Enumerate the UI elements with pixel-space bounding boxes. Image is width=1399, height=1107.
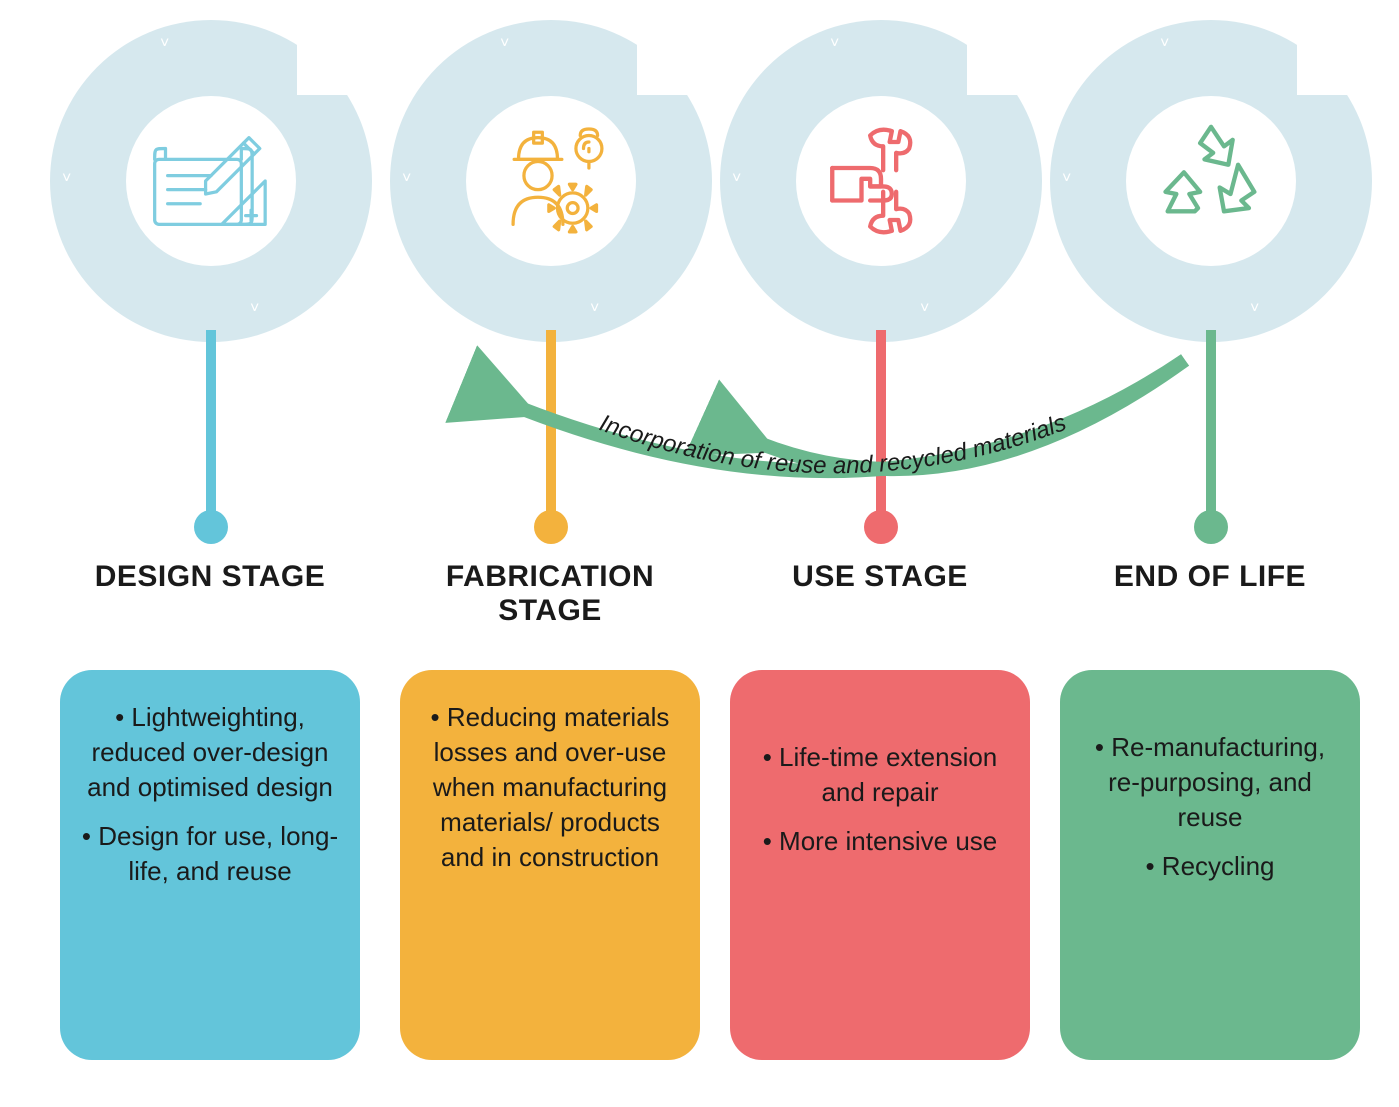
swirl-notch [637, 15, 717, 95]
icon-circle-design [126, 96, 296, 266]
worker-icon [486, 116, 616, 246]
bullet: Life-time extension and repair [748, 740, 1012, 810]
swirl-use: ˅ ˅ ˅ ˅ [720, 20, 1042, 342]
bullet: Lightweighting, reduced over-design and … [78, 700, 342, 805]
swirl-endoflife: ˅ ˅ ˅ ˅ [1050, 20, 1372, 342]
stem-design [206, 330, 216, 525]
card-design: Lightweighting, reduced over-design and … [60, 670, 360, 1060]
bullet: Design for use, long-life, and reuse [78, 819, 342, 889]
card-list: Life-time extension and repair More inte… [748, 740, 1012, 859]
card-fabrication: Reducing materials losses and over-use w… [400, 670, 700, 1060]
bullet: More intensive use [748, 824, 1012, 859]
lifecycle-diagram: ˅ ˅ ˅ ˅ [0, 0, 1399, 1107]
blueprint-icon [146, 116, 276, 246]
swirl-notch [967, 15, 1047, 95]
stem-endoflife [1206, 330, 1216, 525]
stage-title-fabrication: FABRICATION STAGE [390, 560, 710, 628]
stage-title-design: DESIGN STAGE [50, 560, 370, 594]
wrench-hand-icon [816, 116, 946, 246]
swirl-row: ˅ ˅ ˅ ˅ [0, 0, 1399, 360]
card-list: Lightweighting, reduced over-design and … [78, 700, 342, 889]
swirl-notch [1297, 15, 1377, 95]
recycle-icon [1146, 116, 1276, 246]
feedback-arrow: Incorporation of reuse and recycled mate… [430, 340, 1200, 540]
icon-circle-endoflife [1126, 96, 1296, 266]
bullet: Re-manufacturing, re-purposing, and reus… [1078, 730, 1342, 835]
card-list: Re-manufacturing, re-purposing, and reus… [1078, 730, 1342, 884]
icon-circle-fabrication [466, 96, 636, 266]
bullet: Reducing materials losses and over-use w… [418, 700, 682, 875]
stage-title-use: USE STAGE [720, 560, 1040, 594]
card-list: Reducing materials losses and over-use w… [418, 700, 682, 875]
icon-circle-use [796, 96, 966, 266]
card-use: Life-time extension and repair More inte… [730, 670, 1030, 1060]
stem-dot [194, 510, 228, 544]
stage-title-endoflife: END OF LIFE [1050, 560, 1370, 594]
card-endoflife: Re-manufacturing, re-purposing, and reus… [1060, 670, 1360, 1060]
swirl-notch [297, 15, 377, 95]
swirl-design: ˅ ˅ ˅ ˅ [50, 20, 372, 342]
feedback-arrow-label: Incorporation of reuse and recycled mate… [596, 409, 1070, 479]
bullet: Recycling [1078, 849, 1342, 884]
svg-text:Incorporation of reuse and rec: Incorporation of reuse and recycled mate… [596, 409, 1070, 479]
swirl-fabrication: ˅ ˅ ˅ ˅ [390, 20, 712, 342]
